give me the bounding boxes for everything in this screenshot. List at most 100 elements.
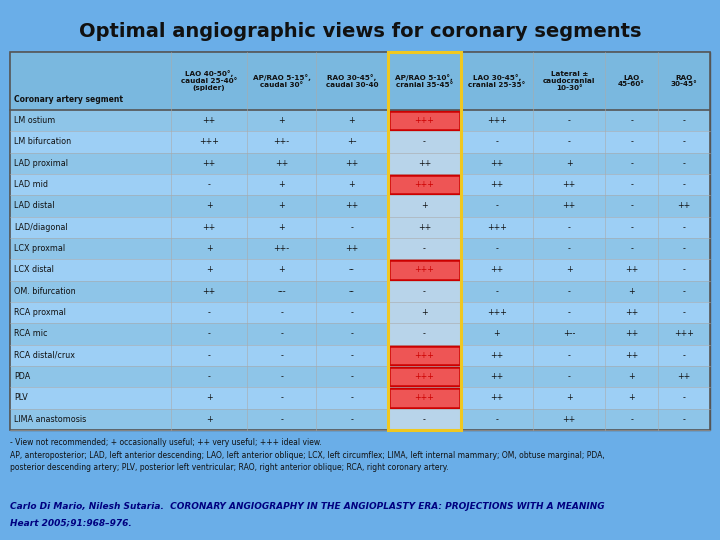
Text: +: + [566, 394, 572, 402]
Bar [10, 110, 710, 131]
Bar [10, 131, 710, 153]
Text: -: - [683, 116, 685, 125]
Text: +--: +-- [563, 329, 575, 339]
Text: -: - [423, 415, 426, 424]
Text: -: - [630, 244, 633, 253]
Text: -: - [683, 244, 685, 253]
Text: +: + [493, 329, 500, 339]
Text: -: - [568, 287, 571, 296]
Text: +: + [566, 266, 572, 274]
Text: -: - [280, 415, 283, 424]
Text: posterior descending artery; PLV, posterior left ventricular; RAO, right anterio: posterior descending artery; PLV, poster… [10, 463, 449, 472]
Text: LM bifurcation: LM bifurcation [14, 138, 71, 146]
Text: LAO 30-45°,
cranial 25-35°: LAO 30-45°, cranial 25-35° [468, 74, 526, 88]
Bar [10, 409, 710, 430]
Text: ++: ++ [418, 223, 431, 232]
Text: -: - [630, 159, 633, 168]
Text: LCX proxmal: LCX proxmal [14, 244, 65, 253]
Text: -: - [351, 223, 354, 232]
Text: -: - [568, 138, 571, 146]
Bar [388, 366, 461, 387]
Text: +: + [278, 201, 285, 211]
Text: -: - [423, 138, 426, 146]
Text: -: - [683, 266, 685, 274]
Text: +++: +++ [487, 116, 507, 125]
Text: -: - [423, 329, 426, 339]
Text: ++-: ++- [274, 138, 289, 146]
Text: +++: +++ [415, 116, 434, 125]
Text: PLV: PLV [14, 394, 28, 402]
Text: -: - [630, 116, 633, 125]
Text: -: - [683, 180, 685, 189]
Text: LM ostium: LM ostium [14, 116, 55, 125]
Bar [388, 131, 461, 153]
Text: -: - [683, 159, 685, 168]
Text: -: - [568, 372, 571, 381]
Text: +: + [206, 201, 212, 211]
Bar [10, 387, 710, 409]
Text: ++: ++ [490, 266, 503, 274]
Text: ++: ++ [202, 223, 216, 232]
Text: -: - [495, 287, 498, 296]
Bar [10, 52, 710, 430]
Bar [388, 238, 461, 259]
Text: -: - [207, 351, 210, 360]
Bar [10, 195, 710, 217]
Text: RAO
30-45°: RAO 30-45° [670, 75, 697, 87]
Text: -: - [683, 351, 685, 360]
Text: ++-: ++- [274, 244, 289, 253]
Text: ++: ++ [418, 159, 431, 168]
Text: -: - [495, 244, 498, 253]
Text: -: - [280, 329, 283, 339]
Text: -: - [351, 415, 354, 424]
Text: ++: ++ [275, 159, 288, 168]
Text: ++: ++ [678, 201, 690, 211]
Bar [388, 259, 461, 281]
Bar [388, 409, 461, 430]
Text: +++: +++ [415, 394, 434, 402]
Text: +: + [206, 394, 212, 402]
Text: Lateral ±
caudocranial
10-30°: Lateral ± caudocranial 10-30° [543, 71, 595, 91]
Text: +: + [278, 116, 285, 125]
Text: -: - [423, 287, 426, 296]
Bar [10, 259, 710, 281]
Text: +++: +++ [487, 223, 507, 232]
Text: -: - [495, 201, 498, 211]
Text: -: - [207, 329, 210, 339]
Text: ++: ++ [678, 372, 690, 381]
Text: -: - [495, 138, 498, 146]
Text: +++: +++ [674, 329, 694, 339]
Text: LAO 40-50°,
caudal 25-40°
(spider): LAO 40-50°, caudal 25-40° (spider) [181, 71, 238, 91]
Text: ++: ++ [625, 308, 638, 317]
Text: LAO
45-60°: LAO 45-60° [618, 75, 645, 87]
Text: -: - [351, 329, 354, 339]
Text: Carlo Di Mario, Nilesh Sutaria.  CORONARY ANGIOGRAPHY IN THE ANGIOPLASTY ERA: PR: Carlo Di Mario, Nilesh Sutaria. CORONARY… [10, 502, 605, 511]
Text: PDA: PDA [14, 372, 30, 381]
Bar [388, 174, 461, 195]
Text: -: - [207, 308, 210, 317]
Text: ++: ++ [562, 201, 576, 211]
Text: AP, anteroposterior; LAD, left anterior descending; LAO, left anterior oblique; : AP, anteroposterior; LAD, left anterior … [10, 451, 605, 460]
Text: -: - [423, 244, 426, 253]
Bar [10, 52, 710, 430]
Bar [390, 175, 459, 194]
Text: ++: ++ [346, 201, 359, 211]
Bar [388, 195, 461, 217]
Bar [10, 174, 710, 195]
Text: -: - [568, 116, 571, 125]
Bar [10, 52, 710, 110]
Text: Optimal angiographic views for coronary segments: Optimal angiographic views for coronary … [78, 22, 642, 41]
Bar [388, 52, 461, 430]
Text: -: - [683, 138, 685, 146]
Text: ++: ++ [625, 351, 638, 360]
Text: ++: ++ [490, 180, 503, 189]
Text: ++: ++ [202, 287, 216, 296]
Text: RCA proxmal: RCA proxmal [14, 308, 66, 317]
Text: Heart 2005;91:968–976.: Heart 2005;91:968–976. [10, 518, 132, 527]
Text: --: -- [349, 266, 355, 274]
Text: +: + [629, 372, 635, 381]
Text: +: + [629, 394, 635, 402]
Bar [10, 217, 710, 238]
Text: -: - [568, 351, 571, 360]
Text: -: - [683, 415, 685, 424]
